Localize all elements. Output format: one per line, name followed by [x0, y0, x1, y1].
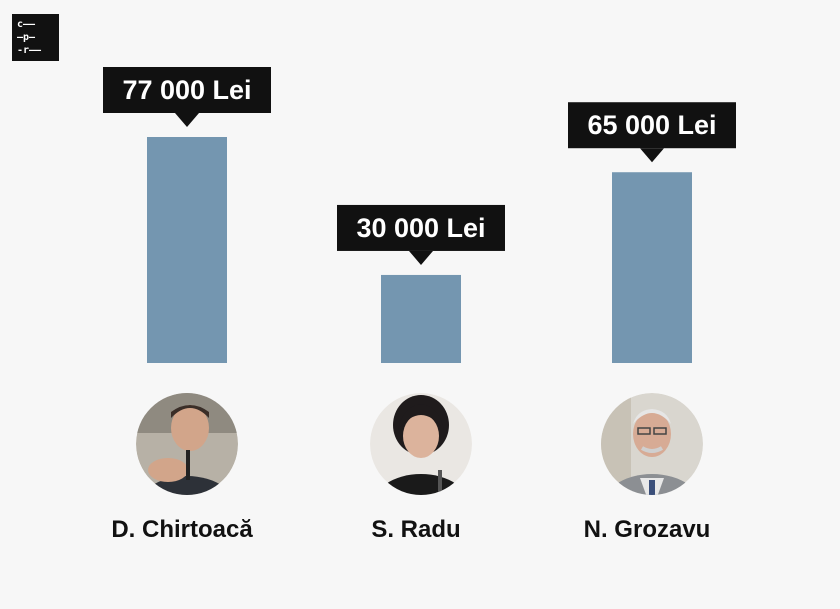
callout-pointer-2: [640, 148, 664, 163]
logo-line-1: c——: [17, 19, 36, 30]
data-label-0: 77 000 Lei: [122, 75, 251, 105]
callout-pointer-1: [409, 250, 433, 265]
callout-box-1: [337, 204, 505, 251]
cpr-logo: c—— —p— -r——: [12, 14, 59, 61]
logo-line-3: -r——: [17, 45, 42, 56]
bar-2: [612, 172, 692, 363]
bar-1: [381, 274, 461, 363]
logo-line-2: —p—: [17, 32, 36, 43]
callout-box-2: [568, 102, 736, 149]
category-label-2: N. Grozavu: [584, 516, 711, 543]
data-label-2: 65 000 Lei: [587, 110, 716, 140]
category-label-1: S. Radu: [371, 516, 460, 543]
data-label-1: 30 000 Lei: [356, 213, 485, 243]
category-label-0: D. Chirtoacă: [111, 516, 253, 543]
callout-pointer-0: [175, 113, 199, 127]
callout-box-0: [103, 67, 271, 113]
bar-0: [147, 137, 227, 363]
